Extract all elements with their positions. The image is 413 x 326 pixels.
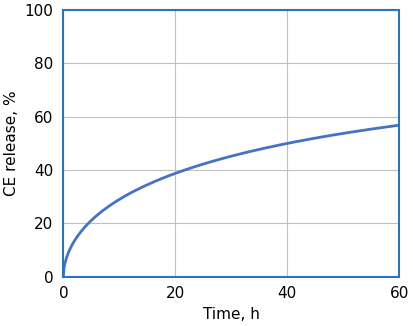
X-axis label: Time, h: Time, h [203, 307, 260, 322]
Y-axis label: CE release, %: CE release, % [4, 91, 19, 196]
